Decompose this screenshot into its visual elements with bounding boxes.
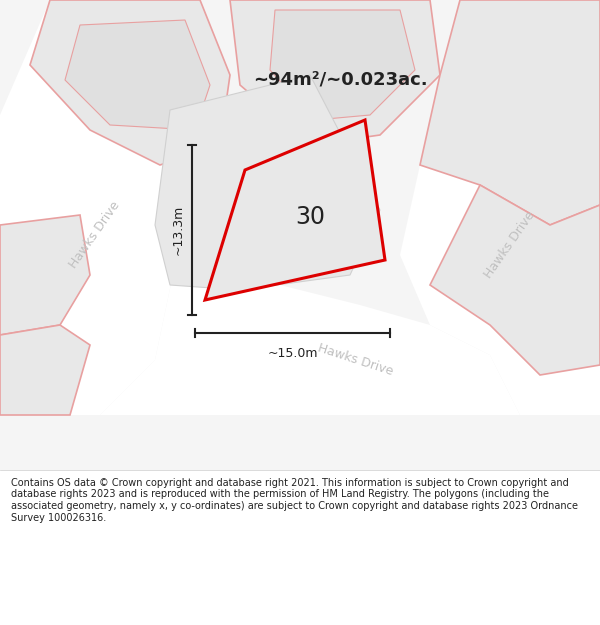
Text: ~13.3m: ~13.3m [172,205,185,255]
Polygon shape [205,120,385,300]
Text: Hawks Drive: Hawks Drive [67,199,123,271]
Polygon shape [100,265,520,415]
Polygon shape [0,0,230,415]
Polygon shape [400,0,600,415]
Text: 30: 30 [295,206,325,229]
Polygon shape [65,20,210,130]
Polygon shape [30,0,230,165]
Polygon shape [0,325,90,415]
Text: Contains OS data © Crown copyright and database right 2021. This information is : Contains OS data © Crown copyright and d… [11,478,578,522]
Text: Hawks Drive: Hawks Drive [316,342,394,378]
Polygon shape [155,75,380,290]
Polygon shape [270,10,415,120]
Text: ~15.0m: ~15.0m [267,347,318,360]
Polygon shape [420,0,600,225]
Polygon shape [430,185,600,375]
Polygon shape [230,0,440,145]
Text: Hawks Drive: Hawks Drive [482,209,538,281]
Polygon shape [0,215,90,335]
Text: ~94m²/~0.023ac.: ~94m²/~0.023ac. [253,71,427,89]
